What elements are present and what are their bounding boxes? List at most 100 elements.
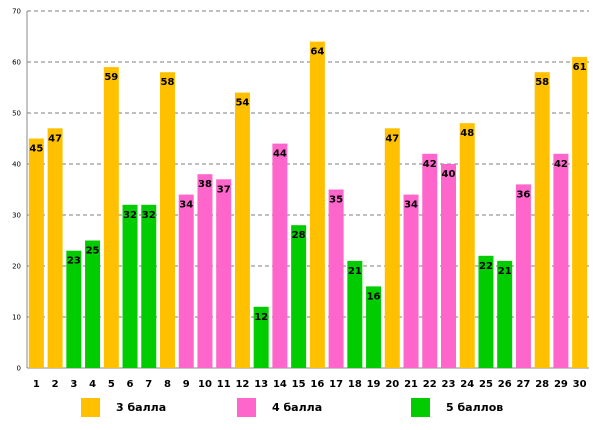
legend-item-5-ballov: 5 баллов bbox=[411, 398, 503, 417]
x-tick-label-22: 22 bbox=[423, 379, 437, 390]
data-label-28: 58 bbox=[535, 77, 549, 88]
bar-16 bbox=[309, 41, 325, 368]
legend-label-3-balla: 3 балла bbox=[116, 401, 167, 414]
x-tick-label-23: 23 bbox=[442, 379, 456, 390]
bar-18 bbox=[347, 260, 363, 368]
data-label-23: 40 bbox=[442, 169, 456, 180]
data-label-29: 42 bbox=[554, 159, 568, 170]
legend: 3 балла 4 балла 5 баллов bbox=[0, 398, 600, 424]
data-label-25: 22 bbox=[479, 261, 493, 272]
bar-26 bbox=[497, 260, 513, 368]
data-label-10: 38 bbox=[198, 179, 212, 190]
bar-14 bbox=[272, 143, 288, 368]
data-label-14: 44 bbox=[273, 149, 287, 160]
data-label-8: 58 bbox=[161, 77, 175, 88]
bar-2 bbox=[47, 128, 63, 368]
bar-5 bbox=[103, 67, 119, 368]
x-tick-label-18: 18 bbox=[348, 379, 362, 390]
data-label-19: 16 bbox=[367, 291, 381, 302]
x-tick-label-11: 11 bbox=[217, 379, 231, 390]
data-label-15: 28 bbox=[292, 230, 306, 241]
x-tick-label-27: 27 bbox=[516, 379, 530, 390]
legend-swatch-5-ballov bbox=[411, 398, 430, 417]
data-label-30: 61 bbox=[573, 62, 587, 73]
bar-12 bbox=[234, 92, 250, 368]
bar-chart: 0 10 20 30 40 50 60 70 45 1 47 2 23 32 54 59 5 32 6 3 27 58 8 3… bbox=[12, 8, 589, 390]
data-label-13: 12 bbox=[254, 312, 268, 323]
x-tick-label-10: 10 bbox=[198, 379, 212, 390]
y-tick-label-30: 30 bbox=[12, 212, 21, 220]
x-tick-label-2: 2 bbox=[52, 379, 59, 390]
legend-label-4-balla: 4 балла bbox=[272, 401, 323, 414]
data-label-4: 25 bbox=[86, 246, 100, 257]
bar-11 bbox=[216, 179, 232, 368]
y-tick-label-60: 60 bbox=[12, 59, 21, 67]
bar-27 bbox=[515, 184, 531, 368]
bar-30 bbox=[572, 56, 588, 369]
legend-item-4-balla: 4 балла bbox=[237, 398, 322, 417]
data-label-16: 64 bbox=[310, 47, 324, 58]
bar-21 bbox=[403, 194, 419, 368]
bar-24 bbox=[459, 123, 475, 368]
x-tick-label-28: 28 bbox=[535, 379, 549, 390]
bar-19 bbox=[366, 286, 382, 368]
data-label-12: 54 bbox=[235, 98, 249, 109]
x-tick-label-9: 9 bbox=[183, 379, 190, 390]
bar-6 bbox=[122, 204, 138, 368]
data-label-9: 34 bbox=[179, 200, 193, 211]
x-tick-label-1: 1 bbox=[33, 379, 40, 390]
x-tick-label-19: 19 bbox=[367, 379, 381, 390]
data-label-24: 48 bbox=[460, 128, 474, 139]
bar-10 bbox=[197, 174, 213, 368]
bar-1 bbox=[28, 138, 44, 368]
data-label-5: 59 bbox=[104, 72, 118, 83]
data-label-27: 36 bbox=[516, 189, 530, 200]
x-tick-label-12: 12 bbox=[235, 379, 249, 390]
y-tick-label-50: 50 bbox=[12, 110, 21, 118]
legend-item-3-balla: 3 балла bbox=[81, 398, 166, 417]
bar-13 bbox=[253, 306, 269, 368]
x-tick-label-14: 14 bbox=[273, 379, 287, 390]
data-label-2: 47 bbox=[48, 133, 62, 144]
bar-28 bbox=[534, 72, 550, 368]
x-tick-label-3: 3 bbox=[70, 379, 77, 390]
bar-20 bbox=[384, 128, 400, 368]
x-tick-label-8: 8 bbox=[164, 379, 171, 390]
data-label-7: 32 bbox=[142, 210, 156, 221]
y-tick-label-40: 40 bbox=[12, 161, 21, 169]
x-tick-label-17: 17 bbox=[329, 379, 343, 390]
x-tick-label-29: 29 bbox=[554, 379, 568, 390]
bar-3 bbox=[66, 250, 82, 368]
x-tick-label-5: 5 bbox=[108, 379, 115, 390]
x-tick-label-21: 21 bbox=[404, 379, 418, 390]
data-label-17: 35 bbox=[329, 195, 343, 206]
legend-label-5-ballov: 5 баллов bbox=[446, 401, 504, 414]
bar-23 bbox=[441, 164, 456, 368]
x-tick-label-15: 15 bbox=[292, 379, 306, 390]
data-label-18: 21 bbox=[348, 266, 362, 277]
bar-25 bbox=[478, 255, 494, 368]
bar-22 bbox=[422, 153, 438, 368]
y-tick-label-0: 0 bbox=[17, 365, 21, 373]
legend-swatch-3-balla bbox=[81, 398, 100, 417]
x-tick-label-13: 13 bbox=[254, 379, 268, 390]
data-label-1: 45 bbox=[29, 144, 43, 155]
data-label-20: 47 bbox=[385, 133, 399, 144]
x-tick-label-6: 6 bbox=[127, 379, 134, 390]
data-label-6: 32 bbox=[123, 210, 137, 221]
data-label-21: 34 bbox=[404, 200, 418, 211]
bar-29 bbox=[553, 153, 569, 368]
data-label-22: 42 bbox=[423, 159, 437, 170]
bar-15 bbox=[291, 225, 307, 368]
bar-17 bbox=[328, 189, 344, 368]
bar-7 bbox=[141, 204, 157, 368]
x-tick-label-4: 4 bbox=[89, 379, 96, 390]
data-label-11: 37 bbox=[217, 184, 231, 195]
bar-9 bbox=[178, 194, 194, 368]
y-tick-label-10: 10 bbox=[12, 314, 21, 322]
data-label-3: 23 bbox=[67, 256, 81, 267]
x-tick-label-20: 20 bbox=[385, 379, 399, 390]
bar-4 bbox=[85, 240, 101, 368]
y-tick-label-70: 70 bbox=[12, 8, 21, 16]
x-tick-label-25: 25 bbox=[479, 379, 493, 390]
